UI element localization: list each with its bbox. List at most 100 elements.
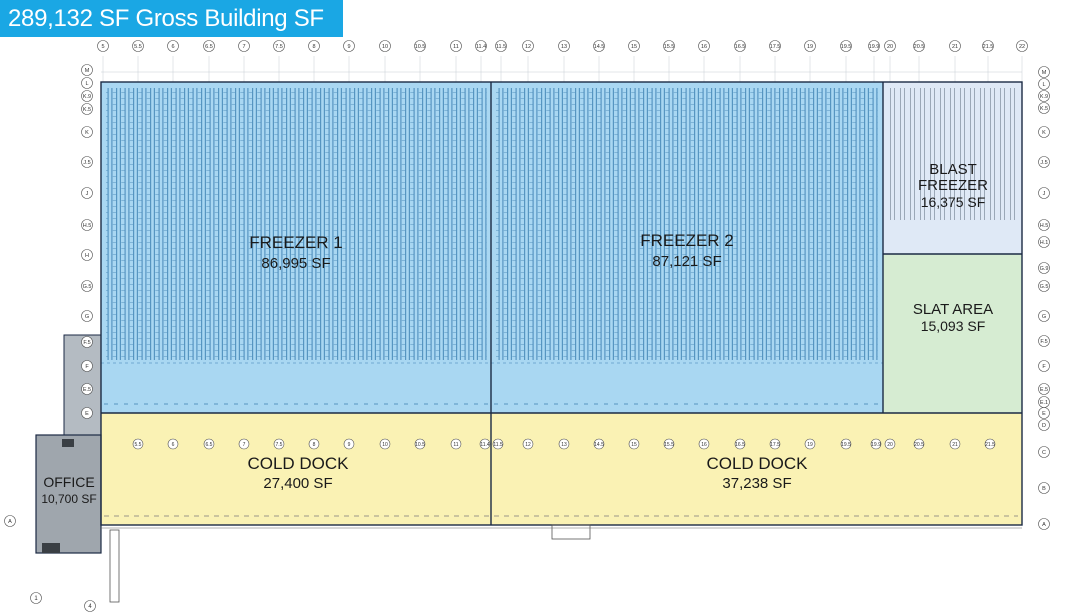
grid-col-20_5-label: 20.5 [914, 44, 925, 50]
grid-col-inner-6: 6 [167, 438, 179, 450]
grid-row-right-A: A [1038, 518, 1050, 530]
grid-row-left-K: K [81, 126, 93, 138]
grid-col-21_5: 21.5 [982, 40, 994, 52]
grid-col-inner-20_5: 20.5 [913, 438, 925, 450]
grid-row-left-H-label: H [85, 253, 89, 259]
grid-row-right-L-label: L [1042, 82, 1045, 88]
grid-col-7_5-label: 7.5 [275, 44, 283, 50]
grid-row-left-M: M [81, 64, 93, 76]
grid-col-inner-19: 19 [804, 438, 816, 450]
grid-col-inner-19_9: 19.9 [870, 438, 882, 450]
grid-row-right-D-label: D [1042, 423, 1046, 429]
grid-col-7-label: 7 [242, 44, 245, 50]
grid-row-right-H_5: H.5 [1038, 219, 1050, 231]
grid-col-inner-19-label: 19 [807, 442, 813, 448]
grid-row-left-G-label: G [85, 314, 89, 320]
grid-row-left-H_5: H.5 [81, 219, 93, 231]
grid-col-16_5-label: 16.5 [735, 44, 746, 50]
grid-row-left-A-label: A [8, 519, 12, 525]
grid-row-left-H_5-label: H.5 [83, 223, 92, 229]
grid-row-right-M: M [1038, 66, 1050, 78]
grid-col-19_9: 19.9 [868, 40, 880, 52]
grid-row-right-J: J [1038, 187, 1050, 199]
grid-col-inner-11: 11 [450, 438, 462, 450]
grid-col-inner-11-label: 11 [453, 442, 458, 448]
grid-row-left-K_5-label: K.5 [83, 107, 91, 113]
freezer-1-area: 86,995 SF [261, 255, 330, 272]
grid-col-inner-21_5: 21.5 [984, 438, 996, 450]
grid-col-9-label: 9 [347, 44, 350, 50]
grid-col-15_5-label: 15.5 [664, 44, 675, 50]
grid-row-left-J: J [81, 187, 93, 199]
freezer-1-label: FREEZER 1 [249, 233, 343, 252]
grid-col-inner-7: 7 [238, 438, 250, 450]
grid-col-15-label: 15 [631, 44, 637, 50]
grid-col-20_5: 20.5 [913, 40, 925, 52]
grid-row-right-F_5: F.5 [1038, 335, 1050, 347]
grid-col-inner-16-label: 16 [701, 442, 707, 448]
grid-col-inner-14_5: 14.5 [593, 438, 605, 450]
grid-col-13-label: 13 [561, 44, 567, 50]
grid-row-right-B: B [1038, 482, 1050, 494]
grid-row-right-K_5: K.5 [1038, 102, 1050, 114]
grid-col-inner-11_5-label: 11.5 [493, 442, 503, 448]
grid-col-inner-20_5-label: 20.5 [914, 442, 924, 448]
freezer-2-racking-ticks [496, 88, 878, 360]
office-label: OFFICE [43, 474, 94, 490]
grid-row-left-E-label: E [85, 411, 89, 417]
grid-col-8-label: 8 [312, 44, 315, 50]
grid-row-left-K_9-label: K.9 [83, 94, 91, 100]
grid-col-11-label: 11 [453, 44, 459, 50]
grid-row-right-K: K [1038, 126, 1050, 138]
grid-row-right-G-label: G [1042, 314, 1046, 320]
cold-dock-2-area: 37,238 SF [722, 475, 791, 492]
grid-col-inner-6_5: 6.5 [203, 438, 215, 450]
grid-col-19_9-label: 19.9 [869, 44, 880, 50]
grid-col-16: 16 [698, 40, 710, 52]
grid-col-inner-15: 15 [628, 438, 640, 450]
grid-col-inner-8: 8 [308, 438, 320, 450]
grid-row-right-J_5-label: J.5 [1040, 160, 1047, 166]
grid-row-right-E_1-label: E.1 [1040, 400, 1048, 406]
grid-row-right-G: G [1038, 310, 1050, 322]
grid-col-inner-17_5-label: 17.5 [770, 442, 780, 448]
cold-dock-2-zone [491, 413, 1022, 525]
grid-row-right-C-label: C [1042, 450, 1046, 456]
grid-row-right-A-label: A [1042, 522, 1046, 528]
grid-row-right-E_5-label: E.5 [1040, 387, 1048, 393]
page-title: 289,132 SF Gross Building SF [8, 5, 324, 32]
grid-col-inner-7_5-label: 7.5 [276, 442, 283, 448]
grid-row-right-G_9-label: G.9 [1040, 266, 1049, 272]
grid-col-inner-12-label: 12 [525, 442, 531, 448]
grid-col-inner-21: 21 [949, 438, 961, 450]
grid-col-9: 9 [343, 40, 355, 52]
grid-col-inner-20-label: 20 [887, 442, 893, 448]
grid-col-19-label: 19 [807, 44, 813, 50]
grid-col-5_5-label: 5.5 [134, 44, 142, 50]
grid-row-left-E: E [81, 407, 93, 419]
freezer-2-label: FREEZER 2 [640, 231, 734, 250]
grid-col-inner-11_5: 11.5 [492, 438, 504, 450]
grid-row-left-F_5-label: F.5 [83, 340, 90, 346]
office-stair [42, 543, 60, 553]
grid-row-left-J_5-label: J.5 [83, 160, 90, 166]
grid-row-right-F: F [1038, 360, 1050, 372]
grid-row-left-M-label: M [85, 68, 90, 74]
grid-col-inner-10-label: 10 [382, 442, 388, 448]
freezer-1-racking-ticks [106, 88, 487, 360]
grid-col-11_5-label: 11.5 [496, 44, 506, 50]
grid-col-10-label: 10 [382, 44, 388, 50]
grid-col-14_5: 14.5 [593, 40, 605, 52]
grid-row-right-K-label: K [1042, 130, 1046, 136]
grid-col-7_5: 7.5 [273, 40, 285, 52]
grid-col-11_4-label: 11.4 [476, 44, 486, 50]
grid-col-5: 5 [97, 40, 109, 52]
grid-col-inner-20: 20 [884, 438, 896, 450]
cold-dock-1-zone [101, 413, 491, 525]
cold-dock-1-area: 27,400 SF [263, 475, 332, 492]
grid-col-15_5: 15.5 [663, 40, 675, 52]
grid-row-right-F-label: F [1042, 364, 1046, 370]
grid-col-16-label: 16 [701, 44, 707, 50]
cold-dock-2-label: COLD DOCK [706, 454, 808, 473]
grid-row-left-G: G [81, 310, 93, 322]
